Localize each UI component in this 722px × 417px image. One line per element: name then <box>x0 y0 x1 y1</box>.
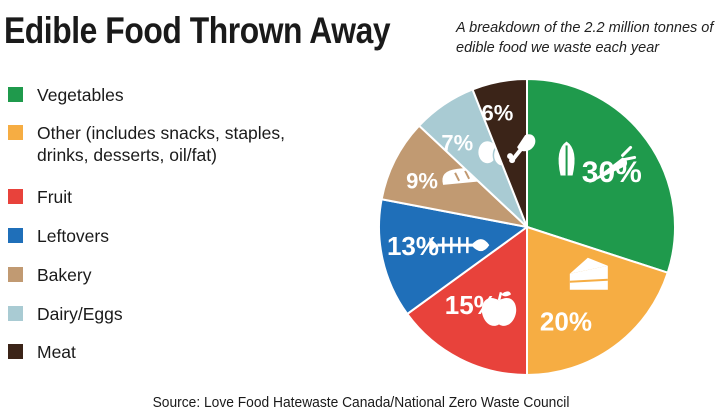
drumstick-icon <box>507 134 536 164</box>
slice-value-label: 7% <box>441 130 473 155</box>
vegetables-icon <box>558 141 637 184</box>
slice-value-label: 20% <box>540 306 592 336</box>
apple-icon <box>481 291 517 326</box>
legend-swatch <box>8 228 23 243</box>
pie-slice <box>471 77 528 228</box>
pie-slice <box>526 225 670 377</box>
legend-label: Bakery <box>37 265 92 285</box>
legend-label: Dairy/Eggs <box>37 304 123 324</box>
legend-item: Bakery <box>8 264 347 286</box>
pie-slice <box>378 198 530 316</box>
source-note: Source: Love Food Hatewaste Canada/Natio… <box>152 394 570 411</box>
legend-swatch <box>8 344 23 359</box>
legend-item: Dairy/Eggs <box>8 303 347 325</box>
slice-value-label: 6% <box>481 101 513 126</box>
chart-subtitle: A breakdown of the 2.2 million tonnes of… <box>456 20 714 56</box>
legend-label: Fruit <box>37 187 72 207</box>
legend-item: Meat <box>8 341 347 363</box>
legend-swatch <box>8 267 23 282</box>
legend-swatch <box>8 306 23 321</box>
legend-label: Leftovers <box>37 226 109 246</box>
legend-item: Vegetables <box>8 84 347 106</box>
cake-icon <box>569 257 608 290</box>
legend-swatch <box>8 87 23 102</box>
legend-swatch <box>8 125 23 140</box>
slice-value-label: 9% <box>406 168 438 193</box>
legend-label: Meat <box>37 342 76 362</box>
legend-item: Other (includes snacks, staples, drinks,… <box>8 122 347 166</box>
legend-label: Vegetables <box>37 85 124 105</box>
pie-slice <box>405 225 528 377</box>
fish-bone-icon <box>429 237 490 254</box>
legend-item: Leftovers <box>8 225 347 247</box>
legend-label: Other (includes snacks, staples, drinks,… <box>37 123 286 165</box>
chart-title: Edible Food Thrown Away <box>4 10 391 51</box>
legend-item: Fruit <box>8 186 347 208</box>
legend-swatch <box>8 189 23 204</box>
